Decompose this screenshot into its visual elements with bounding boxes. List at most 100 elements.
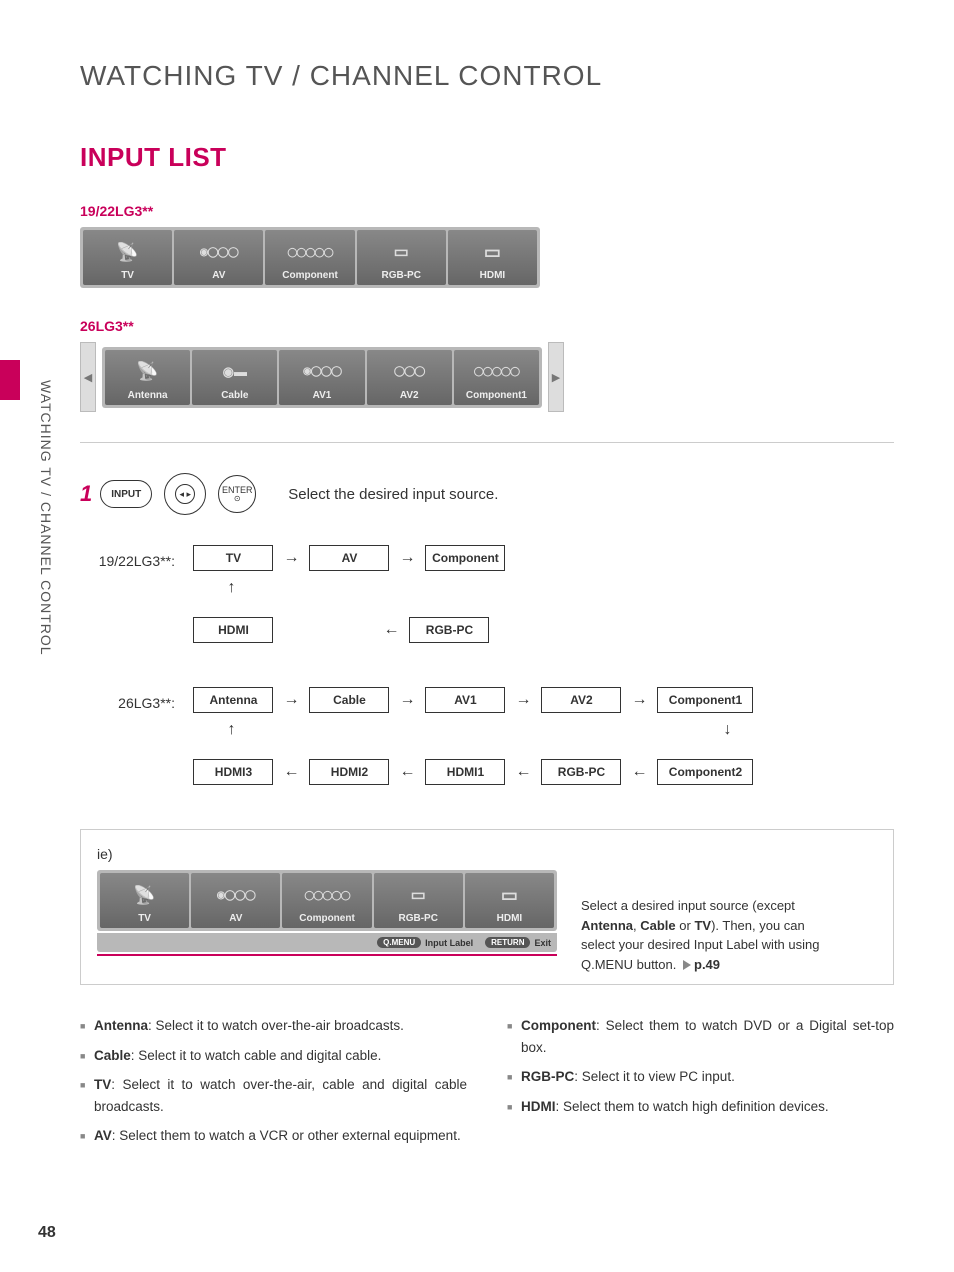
arrow-down-icon: ↓ [723,721,731,739]
model-b-label: 26LG3** [80,318,894,334]
arrow-right-icon: → [283,549,299,567]
example-label: ie) [97,846,557,862]
flow-box: RGB-PC [541,759,621,785]
page-number: 48 [38,1224,56,1242]
bullet-item: TV: Select it to watch over-the-air, cab… [80,1074,467,1117]
side-tab-label: WATCHING TV / CHANNEL CONTROL [38,380,54,656]
antenna-icon [107,356,188,388]
flow-a: 19/22LG3**: TV → AV → Component ↑ HDMI ← R… [80,545,894,663]
flow-box: AV1 [425,687,505,713]
flow-box: HDMI3 [193,759,273,785]
flow-box: HDMI2 [309,759,389,785]
flow-box: HDMI1 [425,759,505,785]
antenna-icon [102,879,187,911]
red-underline [97,954,557,956]
bullet-item: Component: Select them to watch DVD or a… [507,1015,894,1058]
arrow-right-icon: → [515,691,531,709]
example-box: ie) TV AV Component RGB-PC HDMI Q.MENUIn… [80,829,894,985]
av-icon [193,879,278,911]
arrow-right-icon: → [399,691,415,709]
description-bullets: Antenna: Select it to watch over-the-air… [80,1015,894,1155]
component-icon [267,236,352,268]
divider [80,442,894,443]
input-cell-component[interactable]: Component [282,873,371,928]
flow-a-label: 19/22LG3**: [80,545,175,569]
input-cell-tv[interactable]: TV [83,230,172,285]
input-strip-b: Antenna Cable AV1 AV2 Component1 [102,347,542,408]
input-strip-a: TV AV Component RGB-PC HDMI [80,227,540,288]
model-a-label: 19/22LG3** [80,203,894,219]
input-cell-av2[interactable]: AV2 [367,350,452,405]
input-cell-hdmi[interactable]: HDMI [448,230,537,285]
arrow-up-icon: ↑ [227,721,235,739]
bullet-item: HDMI: Select them to watch high definiti… [507,1096,894,1118]
arrow-left-icon: ← [383,621,399,639]
input-cell-component1[interactable]: Component1 [454,350,539,405]
flow-box: TV [193,545,273,571]
triangle-icon [683,960,691,970]
section-title: INPUT LIST [80,142,894,173]
return-button[interactable]: RETURNExit [485,937,551,948]
flow-box: Component2 [657,759,753,785]
flow-b-label: 26LG3**: [80,687,175,711]
input-cell-cable[interactable]: Cable [192,350,277,405]
antenna-icon [85,236,170,268]
input-cell-av[interactable]: AV [191,873,280,928]
side-accent-bar [0,360,20,400]
av-icon [369,356,450,388]
component-icon [456,356,537,388]
example-input-strip: TV AV Component RGB-PC HDMI [97,870,557,931]
arrow-left-icon: ← [283,763,299,781]
hdmi-icon [467,879,552,911]
bullets-left: Antenna: Select it to watch over-the-air… [80,1015,467,1155]
input-cell-av1[interactable]: AV1 [279,350,364,405]
arrow-right-icon: → [631,691,647,709]
bullet-item: Antenna: Select it to watch over-the-air… [80,1015,467,1037]
rgb-icon [359,236,444,268]
bullets-right: Component: Select them to watch DVD or a… [507,1015,894,1155]
input-cell-antenna[interactable]: Antenna [105,350,190,405]
scroll-right-arrow[interactable]: ▶ [548,342,564,412]
input-cell-rgbpc[interactable]: RGB-PC [357,230,446,285]
flow-box: AV [309,545,389,571]
input-button[interactable]: INPUT [100,480,152,508]
flow-box: Cable [309,687,389,713]
example-side-text: Select a desired input source (except An… [581,846,841,974]
arrow-right-icon: → [283,691,299,709]
hdmi-icon [450,236,535,268]
av-icon [281,356,362,388]
scroll-left-arrow[interactable]: ◀ [80,342,96,412]
arrow-up-icon: ↑ [227,579,235,597]
input-cell-tv[interactable]: TV [100,873,189,928]
component-icon [284,879,369,911]
page-title: WATCHING TV / CHANNEL CONTROL [80,60,894,92]
rgb-icon [376,879,461,911]
flow-box: AV2 [541,687,621,713]
flow-b: 26LG3**: Antenna → Cable → AV1 → AV2 → Compo… [80,687,894,805]
bullet-item: Cable: Select it to watch cable and digi… [80,1045,467,1067]
dpad-icon[interactable]: ◂ ▸ [164,473,206,515]
bullet-item: AV: Select them to watch a VCR or other … [80,1125,467,1147]
arrow-left-icon: ← [631,763,647,781]
flow-box: Component1 [657,687,753,713]
example-footer: Q.MENUInput Label RETURNExit [97,933,557,952]
arrow-left-icon: ← [515,763,531,781]
input-cell-component[interactable]: Component [265,230,354,285]
arrow-right-icon: → [399,549,415,567]
input-cell-av[interactable]: AV [174,230,263,285]
input-cell-hdmi[interactable]: HDMI [465,873,554,928]
flow-box: Antenna [193,687,273,713]
av-icon [176,236,261,268]
flow-box: Component [425,545,505,571]
step-row: 1 INPUT ◂ ▸ ENTER⊙ Select the desired in… [80,473,894,515]
step-text: Select the desired input source. [288,486,498,503]
flow-box: RGB-PC [409,617,489,643]
input-cell-rgbpc[interactable]: RGB-PC [374,873,463,928]
enter-button[interactable]: ENTER⊙ [218,475,256,513]
qmenu-button[interactable]: Q.MENUInput Label [377,937,473,948]
step-number: 1 [80,481,92,507]
cable-icon [194,356,275,388]
bullet-item: RGB-PC: Select it to view PC input. [507,1066,894,1088]
flow-box: HDMI [193,617,273,643]
arrow-left-icon: ← [399,763,415,781]
